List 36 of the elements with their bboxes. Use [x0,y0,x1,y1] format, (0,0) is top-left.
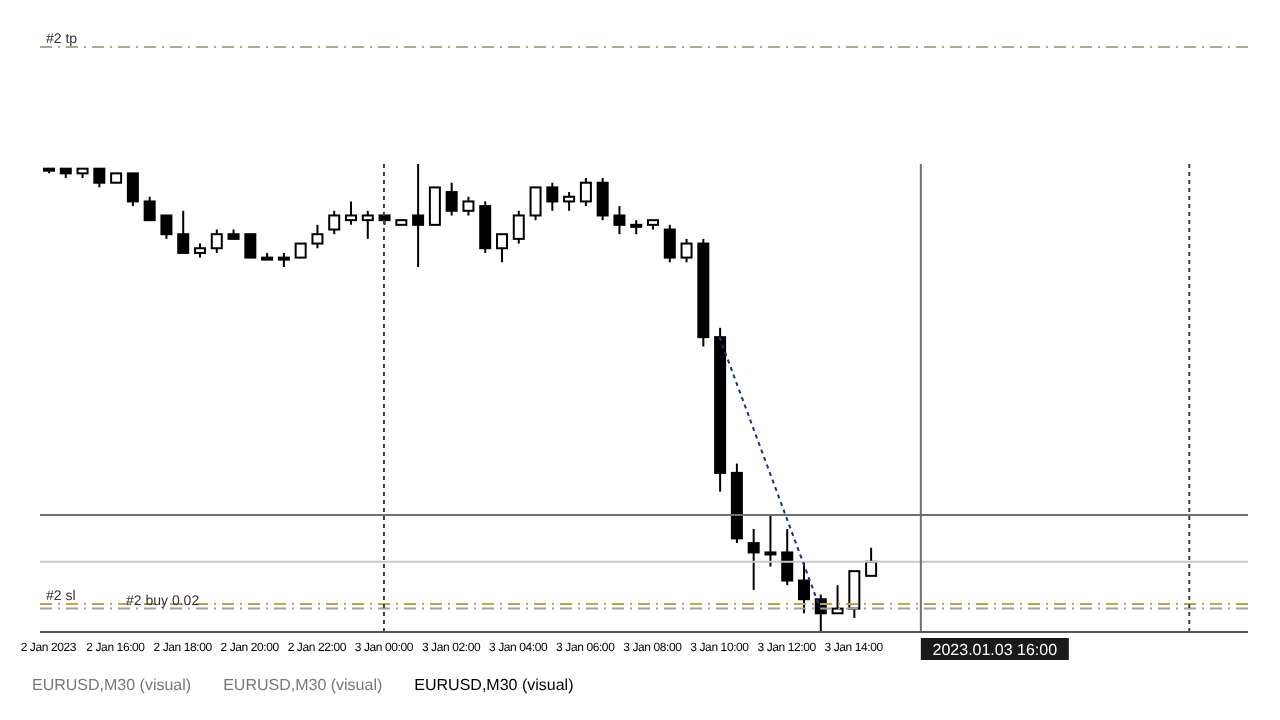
candlestick [412,164,425,268]
candlestick [126,172,139,208]
cursor-time-label: 2023.01.03 16:00 [920,638,1069,660]
candlestick [512,209,525,245]
candlestick [210,228,223,254]
candlestick [462,195,475,217]
candlestick [613,205,626,236]
candlestick [345,200,357,226]
text: EURUSD,M30 (visual) [412,674,576,698]
candlestick [428,186,441,226]
candlestick [160,214,173,240]
candlestick [311,223,324,250]
candlestick [244,233,257,259]
candlestick [479,200,492,254]
candlestick [663,223,676,264]
candlestick [848,570,861,619]
candlestick [177,209,190,254]
candlestick [546,181,559,212]
candlestick [93,167,106,189]
candlestick [781,528,794,587]
candlestick [361,209,374,240]
candlestick [764,514,777,568]
candlestick [798,560,810,615]
candlestick [143,195,156,222]
text: EURUSD,M30 (visual) [30,674,194,698]
candlestick [496,233,508,264]
candlestick [328,209,341,236]
candlestick [579,177,592,208]
text: EURUSD,M30 (visual) [221,674,385,698]
candlestick [747,528,760,591]
candlestick [680,237,693,264]
candlestick [596,177,609,222]
candlestick [445,181,458,217]
candlestick [563,191,576,212]
ref-line-label: 2023.01.03 16:00 [932,641,1059,659]
candlestick [529,186,542,222]
